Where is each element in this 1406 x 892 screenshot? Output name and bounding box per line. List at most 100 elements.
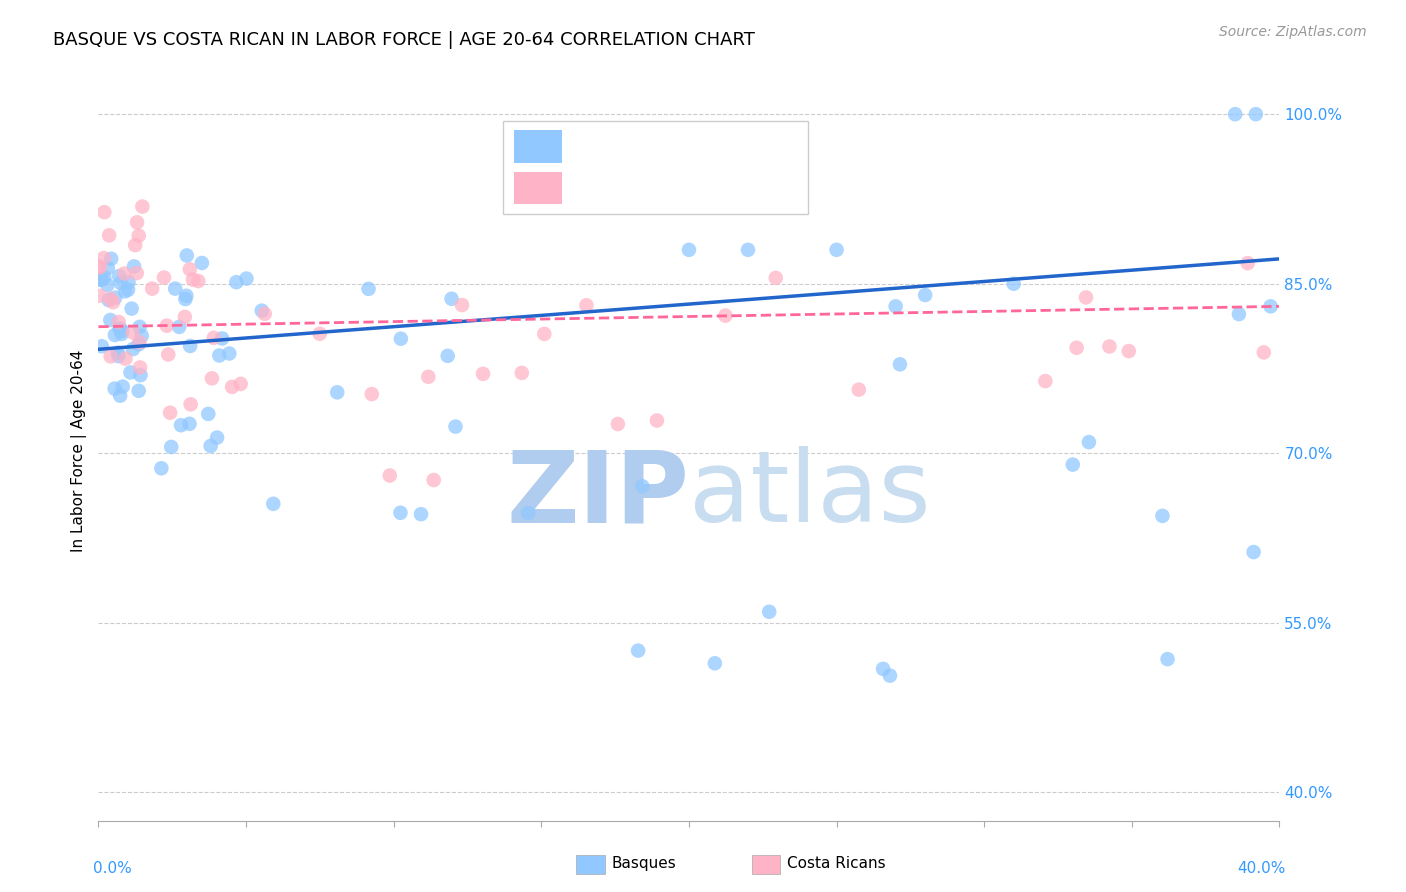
Point (104, 291, 127, 305)
Point (125, 266, 148, 280)
Text: Basques: Basques (612, 856, 676, 871)
Point (308, 326, 330, 341)
Point (422, 473, 444, 487)
Point (201, 371, 224, 385)
Point (121, 326, 143, 340)
Text: 0.0%: 0.0% (93, 862, 131, 876)
Point (108, 322, 131, 336)
Point (211, 331, 233, 345)
Point (114, 267, 136, 281)
Point (131, 200, 153, 214)
Point (229, 376, 252, 391)
Point (1002, 277, 1025, 291)
Point (114, 285, 136, 299)
Point (202, 331, 225, 345)
Point (122, 260, 145, 274)
Point (180, 397, 202, 411)
Point (90, 339, 112, 353)
Point (225, 275, 247, 289)
Point (872, 662, 894, 676)
Point (1152, 508, 1174, 523)
Point (104, 382, 127, 396)
Point (90, 273, 112, 287)
Point (714, 309, 737, 323)
Point (1225, 107, 1247, 121)
Point (218, 346, 240, 360)
Point (179, 417, 201, 431)
Point (121, 301, 143, 316)
Point (510, 366, 533, 380)
Point (678, 243, 700, 257)
Point (110, 326, 132, 341)
Text: R =: R = (571, 136, 609, 155)
Point (150, 461, 173, 475)
Point (96, 278, 118, 293)
Point (98, 228, 121, 243)
Point (129, 360, 152, 375)
Y-axis label: In Labor Force | Age 20-64: In Labor Force | Age 20-64 (72, 350, 87, 551)
Text: 40.0%: 40.0% (1237, 862, 1285, 876)
Point (104, 328, 127, 343)
Point (93, 205, 115, 219)
Point (90, 272, 112, 286)
Point (157, 347, 180, 361)
Point (1118, 344, 1140, 359)
Text: Costa Ricans: Costa Ricans (787, 856, 886, 871)
Point (100, 350, 122, 364)
Point (128, 337, 150, 351)
Point (173, 310, 195, 324)
Point (117, 276, 139, 290)
Point (884, 299, 907, 313)
Point (111, 379, 134, 393)
Point (914, 288, 936, 302)
Point (444, 419, 467, 434)
Point (208, 349, 231, 363)
Point (179, 262, 201, 277)
Point (889, 357, 911, 371)
Text: 0.052: 0.052 (610, 178, 666, 196)
Point (114, 351, 136, 366)
Point (176, 248, 198, 262)
Point (89, 273, 111, 287)
Text: ZIP: ZIP (506, 446, 689, 543)
Point (159, 406, 181, 420)
Point (1098, 339, 1121, 353)
Text: N =: N = (672, 136, 723, 155)
Point (879, 668, 901, 682)
Point (179, 339, 201, 353)
Point (451, 298, 474, 312)
Point (631, 479, 654, 493)
Point (187, 274, 209, 288)
Text: 0.154: 0.154 (610, 136, 666, 155)
Point (125, 215, 148, 229)
Point (108, 389, 131, 403)
Point (1062, 458, 1084, 472)
Point (737, 243, 759, 257)
Point (100, 292, 122, 306)
Point (825, 243, 848, 257)
Point (1243, 545, 1265, 559)
Point (89, 289, 111, 303)
Point (107, 315, 129, 329)
Point (1074, 290, 1097, 304)
Point (128, 335, 150, 350)
Point (360, 387, 382, 401)
Point (1244, 107, 1267, 121)
Point (357, 282, 380, 296)
Point (120, 366, 142, 380)
Point (533, 326, 555, 341)
Point (107, 345, 129, 359)
Point (440, 292, 463, 306)
Point (170, 418, 193, 433)
Text: 57: 57 (717, 178, 742, 196)
Text: Source: ZipAtlas.com: Source: ZipAtlas.com (1219, 25, 1367, 39)
Point (176, 289, 198, 303)
Point (221, 380, 243, 394)
Point (1260, 299, 1282, 313)
Point (200, 439, 222, 453)
Point (765, 271, 787, 285)
Point (1066, 341, 1088, 355)
Point (197, 407, 219, 421)
Point (160, 440, 183, 454)
Point (517, 506, 540, 520)
